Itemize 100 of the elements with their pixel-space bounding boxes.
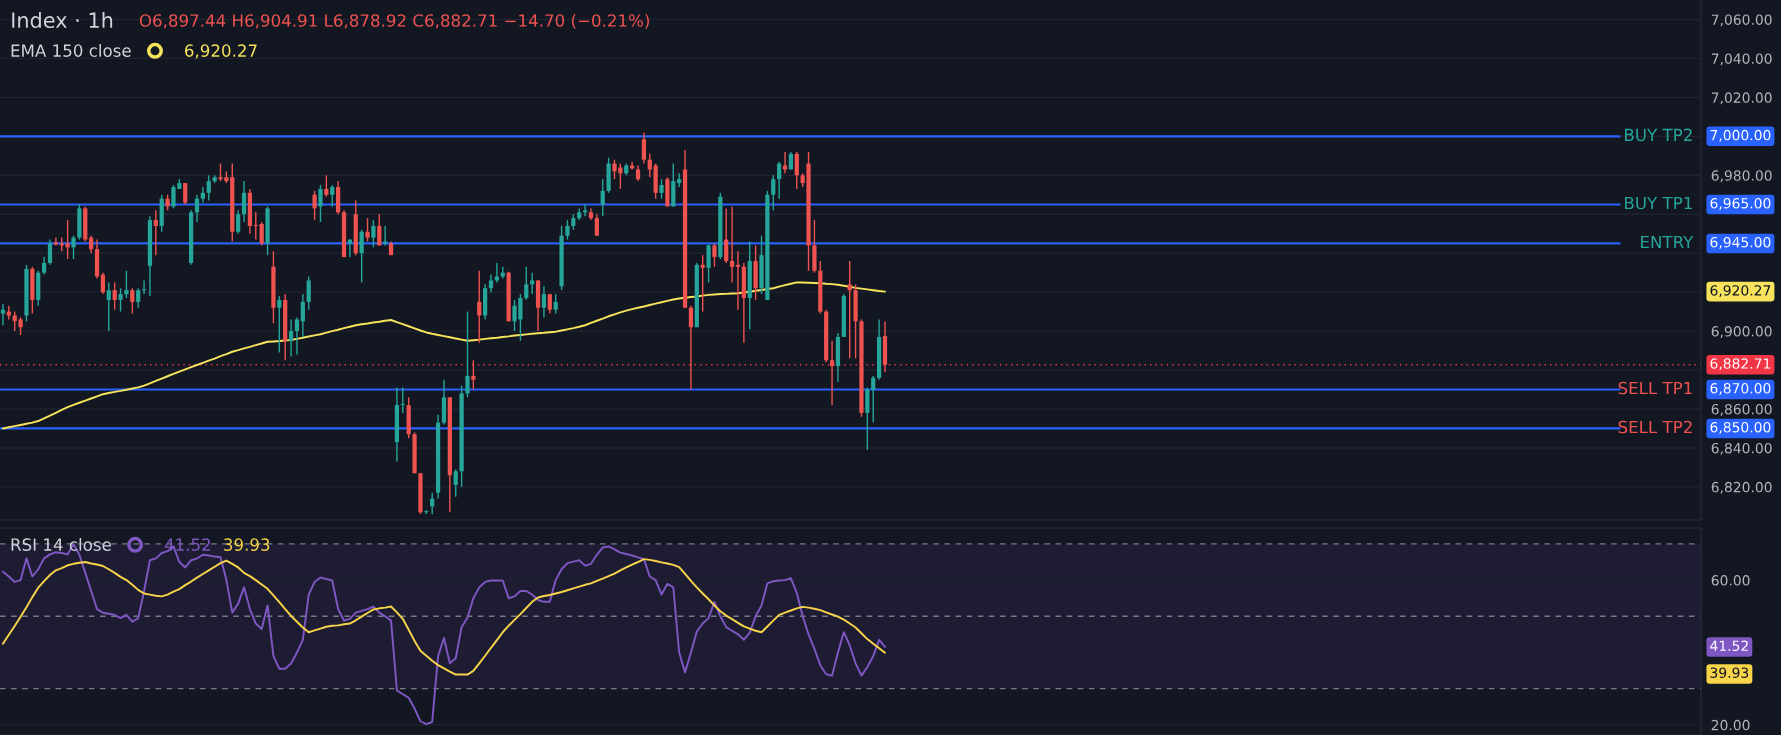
- candlestick: [65, 219, 70, 260]
- y-tick-label: 6,980.00: [1711, 170, 1772, 183]
- candlestick: [359, 229, 364, 284]
- candlestick: [383, 225, 388, 247]
- candlestick: [688, 305, 694, 391]
- text: 7,000.00: [1710, 129, 1771, 142]
- candlestick: [477, 270, 482, 344]
- line-series: [1, 558, 886, 676]
- candlestick: [735, 250, 741, 311]
- candlestick: [153, 209, 158, 256]
- candlestick: [112, 281, 117, 311]
- candlestick: [594, 213, 599, 237]
- candlestick: [377, 213, 382, 247]
- candlestick: [771, 174, 776, 212]
- candlestick: [206, 174, 211, 202]
- candlestick: [253, 211, 258, 241]
- candlestick: [300, 293, 305, 338]
- y-tick-label: 20.00: [1711, 719, 1750, 731]
- chart-title: Index · 1h: [12, 11, 113, 29]
- candlestick: [600, 178, 605, 217]
- candlestick: [565, 219, 570, 241]
- ref-line-label: SELL TP2: [1618, 420, 1692, 434]
- text: 39.93: [1710, 667, 1749, 678]
- candlestick: [306, 275, 311, 311]
- y-tick-label: 6,840.00: [1711, 442, 1772, 455]
- ref-line-label: BUY TP1: [1625, 196, 1692, 210]
- ref-line-label: SELL TP1: [1618, 381, 1692, 395]
- candlestick: [453, 468, 458, 498]
- y-tick-label: 6,900.00: [1711, 326, 1772, 338]
- candlestick: [871, 375, 876, 424]
- candlestick: [200, 186, 205, 204]
- candlestick: [0, 303, 6, 326]
- candlestick: [294, 316, 300, 356]
- candlestick: [659, 178, 664, 200]
- candlestick: [236, 209, 241, 235]
- candlestick: [582, 203, 588, 217]
- candlestick: [547, 293, 552, 315]
- legend-label: EMA 150 close: [11, 44, 131, 57]
- candlestick: [777, 160, 782, 200]
- candlestick: [6, 305, 11, 321]
- annotation: 6,920.27: [185, 44, 257, 59]
- text: 6,882.71: [1710, 358, 1771, 371]
- y-tick-label: 7,040.00: [1711, 53, 1772, 66]
- text: 6,965.00: [1710, 198, 1771, 210]
- candlestick: [47, 238, 53, 266]
- y-tick-label: 6,820.00: [1711, 481, 1772, 494]
- candlestick: [400, 386, 405, 414]
- text: 6,850.00: [1710, 421, 1771, 434]
- text: 41.52: [1710, 640, 1748, 652]
- candlestick: [71, 234, 76, 260]
- candlestick: [371, 219, 376, 249]
- candlestick: [641, 131, 647, 165]
- candlestick: [118, 287, 123, 313]
- candlestick: [700, 254, 705, 313]
- candlestick: [553, 293, 558, 315]
- candlestick: [847, 260, 852, 360]
- candlestick: [530, 271, 535, 295]
- candlestick: [194, 194, 200, 223]
- candlestick: [136, 287, 141, 309]
- candlestick: [100, 271, 106, 295]
- candlestick: [365, 217, 370, 243]
- ref-line-label: ENTRY: [1641, 235, 1694, 249]
- candlestick: [471, 359, 476, 391]
- candlestick: [318, 184, 323, 223]
- candlestick: [541, 285, 547, 319]
- candlestick: [706, 243, 711, 284]
- candlestick: [465, 310, 470, 398]
- y-tick-label: 6,860.00: [1711, 403, 1772, 416]
- candlestick: [141, 279, 147, 295]
- text: 6,920.27: [1710, 285, 1771, 298]
- y-tick-label: 7,020.00: [1711, 92, 1772, 105]
- y-tick-label: 60.00: [1711, 575, 1750, 586]
- candlestick: [53, 236, 58, 247]
- candlestick: [794, 151, 799, 190]
- line-series: [1, 281, 886, 430]
- candlestick: [724, 207, 729, 264]
- candlestick: [865, 386, 870, 451]
- candlestick: [288, 318, 294, 358]
- candlestick: [729, 205, 735, 284]
- candlestick: [130, 287, 135, 315]
- candlestick: [677, 172, 682, 188]
- candlestick: [324, 174, 329, 198]
- y-tick-label: 7,060.00: [1711, 14, 1772, 27]
- annotation: 39.93: [224, 538, 270, 551]
- candlestick: [183, 182, 188, 206]
- ref-line-label: BUY TP2: [1625, 128, 1692, 142]
- candlestick: [259, 221, 264, 247]
- candlestick: [277, 295, 282, 354]
- candlestick: [241, 180, 247, 223]
- annotation: 41.52: [164, 538, 211, 551]
- candlestick: [330, 184, 335, 208]
- candlestick: [106, 281, 111, 332]
- candlestick: [712, 242, 717, 268]
- text: 6,945.00: [1710, 236, 1771, 249]
- legend-label: RSI 14 close: [11, 538, 111, 551]
- candlestick: [524, 266, 529, 301]
- candlestick: [829, 340, 835, 406]
- candlestick: [312, 190, 317, 221]
- annotation: O6,897.44 H6,904.91 L6,878.92 C6,882.71 −14.70 (−0.21%): [139, 13, 649, 29]
- text: 6,870.00: [1710, 383, 1771, 395]
